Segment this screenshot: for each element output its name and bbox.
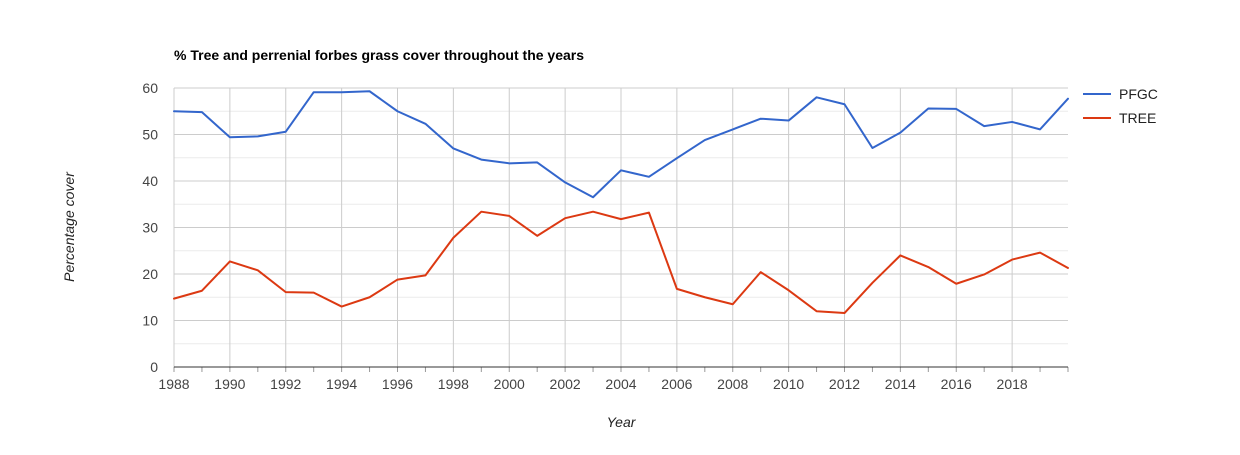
x-tick-label: 2000 xyxy=(494,376,525,392)
x-tick-label: 1992 xyxy=(270,376,301,392)
series-line-tree xyxy=(173,210,1069,315)
x-tick-label: 2004 xyxy=(605,376,636,392)
y-tick-labels: 0 10 20 30 40 50 60 xyxy=(142,80,158,375)
x-tick-label: 2002 xyxy=(550,376,581,392)
legend-item-pfgc[interactable]: PFGC xyxy=(1083,86,1158,102)
x-tick-labels: 1988 1990 1992 1994 1996 1998 2000 2002 2004 2006… xyxy=(158,376,1027,392)
x-tick-label: 1990 xyxy=(214,376,245,392)
x-tick-label: 2016 xyxy=(941,376,972,392)
y-tick-label: 0 xyxy=(150,359,158,375)
series-line-pfgc xyxy=(173,90,1069,199)
y-tick-label: 40 xyxy=(142,173,158,189)
x-axis-title: Year xyxy=(607,414,637,430)
x-tick-label: 2010 xyxy=(773,376,804,392)
x-minor-ticks xyxy=(173,367,1069,372)
legend-label: PFGC xyxy=(1119,86,1158,102)
legend-item-tree[interactable]: TREE xyxy=(1083,110,1156,126)
y-tick-label: 50 xyxy=(142,127,158,143)
x-tick-label: 2008 xyxy=(717,376,748,392)
x-tick-label: 1996 xyxy=(382,376,413,392)
chart-title: % Tree and perrenial forbes grass cover … xyxy=(174,47,584,63)
y-tick-label: 20 xyxy=(142,266,158,282)
y-tick-label: 30 xyxy=(142,220,158,236)
x-tick-label: 2018 xyxy=(997,376,1028,392)
x-tick-label: 1998 xyxy=(438,376,469,392)
x-tick-label: 2006 xyxy=(661,376,692,392)
y-axis-title: Percentage cover xyxy=(61,171,77,282)
x-tick-label: 2012 xyxy=(829,376,860,392)
gridlines xyxy=(173,87,1068,368)
x-tick-label: 1994 xyxy=(326,376,357,392)
legend[interactable]: PFGC TREE xyxy=(1083,86,1158,126)
series-lines xyxy=(173,90,1069,315)
y-tick-label: 10 xyxy=(142,313,158,329)
y-tick-label: 60 xyxy=(142,80,158,96)
x-tick-label: 2014 xyxy=(885,376,916,392)
x-tick-label: 1988 xyxy=(158,376,189,392)
legend-label: TREE xyxy=(1119,110,1156,126)
